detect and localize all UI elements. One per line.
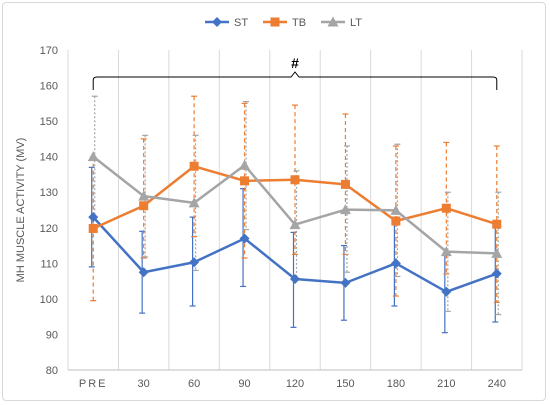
data-point-lt [339, 204, 351, 215]
data-point-lt [289, 219, 301, 230]
data-point-st [390, 258, 401, 269]
y-tick-label: 80 [46, 365, 58, 377]
data-point-lt [138, 190, 150, 201]
x-tick-label: 120 [286, 378, 304, 390]
y-tick-label: 170 [40, 45, 58, 57]
data-point-tb [139, 201, 149, 211]
data-point-lt [188, 197, 200, 208]
data-point-tb [441, 203, 451, 213]
x-tick-label: 210 [437, 378, 455, 390]
data-point-st [239, 233, 250, 244]
data-point-tb [340, 179, 350, 189]
y-axis-title: MH MUSCLE ACTIVITY (MV) [15, 138, 27, 283]
series-markers [87, 151, 503, 297]
x-tick-label: 30 [138, 378, 150, 390]
y-tick-label: 130 [40, 187, 58, 199]
data-point-st [189, 257, 200, 268]
data-point-st [340, 277, 351, 288]
y-tick-label: 150 [40, 116, 58, 128]
x-tick-label: 240 [488, 378, 506, 390]
data-point-tb [240, 176, 250, 186]
data-point-st [88, 212, 99, 223]
x-tick-label: 150 [336, 378, 354, 390]
data-point-lt [87, 151, 99, 162]
data-point-st [491, 268, 502, 279]
data-point-tb [88, 223, 98, 233]
y-tick-label: 140 [40, 152, 58, 164]
data-point-tb [391, 216, 401, 226]
legend-label-lt: LT [350, 17, 362, 29]
x-tick-label: 180 [387, 378, 405, 390]
y-tick-label: 100 [40, 294, 58, 306]
data-point-st [441, 286, 452, 297]
axes: 80 90 100 110 120 130 140 150 160 170 PRE 30 60 90 120… [15, 45, 522, 390]
data-point-lt [440, 246, 452, 257]
legend-label-tb: TB [292, 17, 306, 29]
significance-bracket [92, 71, 498, 90]
x-tick-label: PRE [79, 378, 108, 390]
data-point-tb [189, 161, 199, 171]
data-point-st [290, 273, 300, 284]
data-point-tb [290, 175, 300, 185]
data-point-lt [390, 204, 402, 215]
significance-mark: # [291, 55, 299, 71]
legend-label-st: ST [234, 17, 248, 29]
error-bars [88, 95, 502, 334]
legend-marker-lt [327, 16, 339, 27]
x-tick-label: 90 [238, 378, 250, 390]
y-tick-label: 90 [46, 329, 58, 341]
y-tick-label: 120 [40, 223, 58, 235]
legend-marker-tb [270, 17, 280, 27]
data-point-st [138, 267, 149, 278]
x-tick-label: 60 [188, 378, 200, 390]
significance-annotation: # [92, 55, 498, 90]
legend-marker-st [212, 17, 222, 27]
y-tick-label: 160 [40, 81, 58, 93]
data-point-lt [239, 159, 251, 170]
legend: ST TB LT [205, 16, 362, 29]
grid [67, 50, 523, 370]
y-tick-label: 110 [40, 258, 58, 270]
data-point-lt [491, 247, 503, 258]
data-point-tb [492, 219, 502, 229]
